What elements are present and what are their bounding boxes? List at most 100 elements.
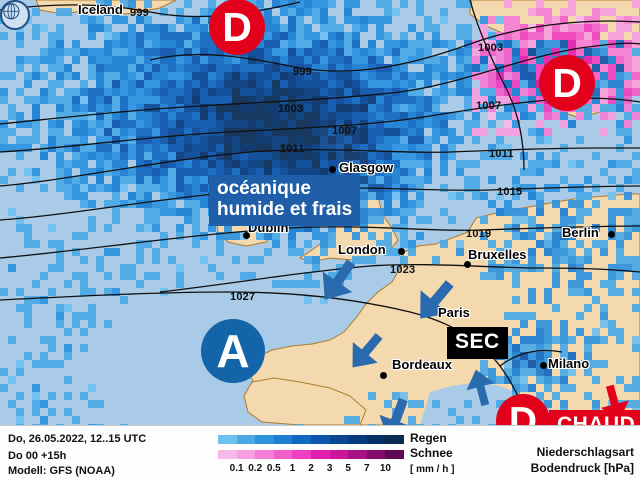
precip-cell [632,384,640,392]
precip-cell [496,112,504,120]
precip-cell [32,384,40,392]
precip-cell [432,32,440,40]
scale-swatch [292,450,311,459]
precip-cell [464,104,472,112]
precip-cell [160,288,168,296]
precip-cell [32,136,40,144]
precip-cell [616,64,624,72]
precip-cell [224,72,232,80]
precip-cell [40,24,48,32]
precip-cell [576,40,584,48]
precip-cell [184,16,192,24]
precip-cell [40,272,48,280]
globe-icon[interactable] [0,0,30,30]
precip-cell [416,136,424,144]
precip-cell [88,104,96,112]
precip-cell [136,248,144,256]
precip-cell [416,128,424,136]
precip-cell [80,16,88,24]
precip-cell [528,88,536,96]
precip-cell [512,32,520,40]
precip-cell [384,48,392,56]
precip-cell [200,40,208,48]
precip-cell [552,200,560,208]
precip-cell [144,96,152,104]
precip-cell [136,72,144,80]
pressure-center-low-mediterranean[interactable]: D [496,394,550,425]
precip-cell [24,144,32,152]
precip-cell [120,296,128,304]
precip-cell [592,104,600,112]
precip-cell [360,208,368,216]
city-dot-dublin [243,232,250,239]
precip-cell [184,216,192,224]
scale-swatch [236,435,256,444]
precip-cell [376,48,384,56]
flow-arrow-channel [307,250,369,313]
precip-cell [624,384,632,392]
city-dot-berlin [608,231,615,238]
precip-cell [360,184,368,192]
scale-tick: 3 [326,463,333,474]
precip-cell [280,32,288,40]
precip-cell [152,256,160,264]
precip-cell [144,184,152,192]
pressure-center-low-top-left[interactable]: D [209,0,265,55]
precip-cell [632,56,640,64]
precip-cell [440,8,448,16]
precip-cell [0,384,8,392]
precip-cell [440,72,448,80]
precip-cell [112,160,120,168]
precip-cell [288,280,296,288]
precip-cell [72,232,80,240]
scale-tick: 2 [308,463,314,474]
precip-cell [96,16,104,24]
precip-cell [40,400,48,408]
precip-cell [312,152,320,160]
precip-cell [296,160,304,168]
precip-cell [632,64,640,72]
pressure-center-high-atlantic[interactable]: A [201,319,265,383]
precip-cell [584,392,592,400]
precip-cell [88,384,96,392]
precip-cell [560,112,568,120]
precip-cell [208,144,216,152]
precip-cell [528,344,536,352]
precip-cell [352,48,360,56]
precip-cell [400,176,408,184]
precip-cell [352,256,360,264]
precip-cell [312,56,320,64]
precip-cell [96,24,104,32]
precip-cell [584,360,592,368]
precip-cell [248,56,256,64]
precip-cell [240,56,248,64]
precip-cell [424,168,432,176]
precip-cell [48,224,56,232]
precip-cell [464,184,472,192]
precip-cell [128,32,136,40]
precip-cell [376,120,384,128]
precip-cell [488,80,496,88]
precip-cell [48,48,56,56]
pressure-center-low-top-right[interactable]: D [539,55,595,111]
precip-cell [176,8,184,16]
precip-cell [160,168,168,176]
precip-cell [400,120,408,128]
precip-cell [456,72,464,80]
precip-cell [32,112,40,120]
weather-map[interactable]: 999 999 1003 1003 1007 1007 1011 1011 1015 1019 10… [0,0,640,425]
precip-cell [392,40,400,48]
precip-cell [328,96,336,104]
precip-cell [288,232,296,240]
precip-cell [136,56,144,64]
precip-cell [360,176,368,184]
precip-cell [344,40,352,48]
precip-cell [304,160,312,168]
precip-cell [224,160,232,168]
flow-arrow-paris [403,269,466,333]
precip-cell [568,32,576,40]
precip-cell [328,32,336,40]
precip-cell [568,336,576,344]
model-name: Modell: GFS (NOAA) [8,465,115,477]
precip-cell [128,136,136,144]
